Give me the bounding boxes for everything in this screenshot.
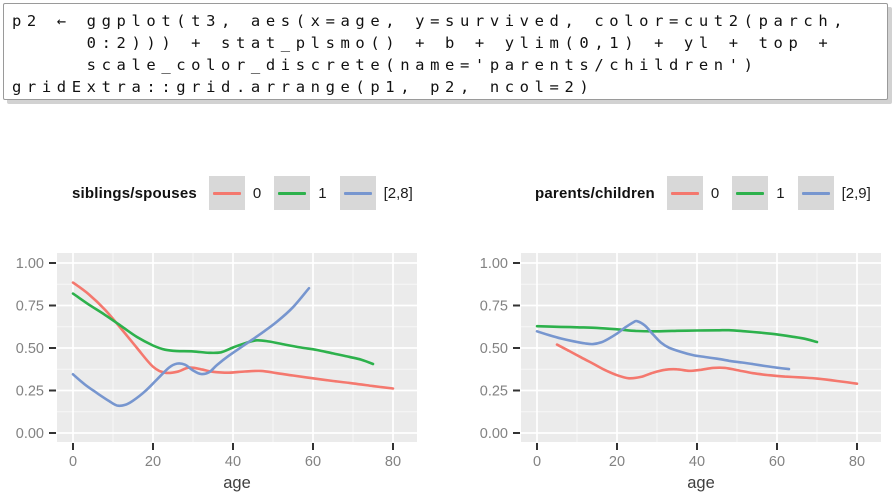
y-tick-label: 0.50 [480, 341, 508, 357]
y-tick-label: 1.00 [16, 256, 44, 272]
legend-key-line [670, 191, 699, 195]
chart-parents-children: 0.00 0.25 0.50 0.75 1.00 0 20 40 60 80 age [480, 253, 881, 492]
legend-title: parents/children [535, 184, 655, 202]
series-line-0 [555, 343, 859, 385]
legend-key-swatch [274, 176, 311, 210]
chart-siblings-spouses: 0.00 0.25 0.50 0.75 1.00 0 20 40 60 80 age [16, 253, 417, 492]
r-code-block: p2 ← ggplot(t3, aes(x=age, y=survived, c… [3, 3, 888, 100]
x-tick-label: 80 [385, 454, 401, 470]
series-line-1 [71, 292, 375, 366]
x-tick-label: 40 [225, 454, 241, 470]
code-line-3: scale_color_discrete(name='parents/child… [12, 56, 759, 74]
legend-key-swatch [732, 176, 769, 210]
y-tick-label: 0.00 [16, 426, 44, 442]
legend-key-swatch [208, 176, 245, 210]
x-tick-label: 80 [849, 454, 865, 470]
legend-title: siblings/spouses [72, 184, 197, 202]
legend-label: 1 [776, 184, 785, 202]
legend-parents-children: parents/children 0 1 [2,9] [535, 175, 884, 211]
legend-key-line [278, 191, 307, 195]
y-tick-label: 0.00 [480, 426, 508, 442]
series-line-[2,8] [71, 286, 311, 408]
legend-key-line [736, 191, 765, 195]
y-tick-label: 0.75 [16, 299, 44, 315]
legend-label: 0 [710, 184, 720, 202]
code-line-4: gridExtra::grid.arrange(p1, p2, ncol=2) [12, 78, 595, 96]
x-tick-label: 60 [305, 454, 321, 470]
series-line-0 [71, 281, 395, 390]
legend-key-swatch [666, 176, 703, 210]
y-tick-label: 0.75 [480, 299, 508, 315]
legend-siblings-spouses: siblings/spouses 0 1 [2,8] [72, 175, 426, 211]
code-line-1: p2 ← ggplot(t3, aes(x=age, y=survived, c… [12, 12, 849, 30]
x-tick-label: 0 [533, 454, 541, 470]
series-line-1 [535, 324, 819, 344]
x-axis-title: age [223, 474, 251, 492]
legend-key-swatch [339, 176, 376, 210]
y-tick-label: 0.25 [16, 384, 44, 400]
x-tick-label: 60 [769, 454, 785, 470]
legend-label: 0 [252, 184, 262, 202]
x-tick-label: 20 [145, 454, 161, 470]
x-tick-label: 20 [609, 454, 625, 470]
legend-label: [2,9] [841, 184, 871, 202]
legend-key-line [343, 191, 372, 195]
y-tick-label: 1.00 [480, 256, 508, 272]
x-axis-title: age [687, 474, 715, 492]
legend-key-line [212, 191, 241, 195]
x-tick-label: 0 [69, 454, 77, 470]
legend-label: 1 [318, 184, 327, 202]
legend-key-swatch [797, 176, 834, 210]
series-line-[2,9] [535, 319, 791, 371]
y-tick-label: 0.50 [16, 341, 44, 357]
legend-key-line [801, 191, 830, 195]
code-line-2: 0:2))) + stat_plsmo() + b + ylim(0,1) + … [12, 34, 834, 52]
y-tick-label: 0.25 [480, 384, 508, 400]
x-tick-label: 40 [689, 454, 705, 470]
legend-label: [2,8] [383, 184, 413, 202]
